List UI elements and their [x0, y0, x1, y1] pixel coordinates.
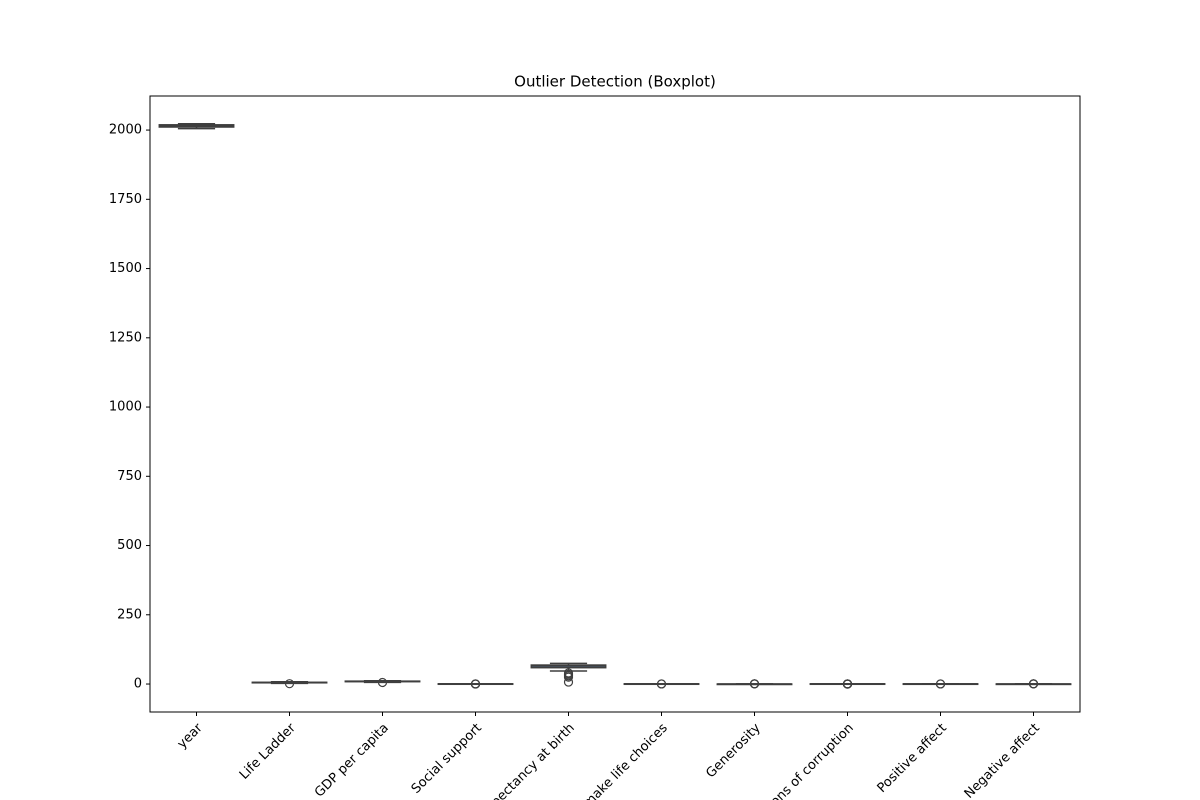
- flier: [749, 679, 760, 689]
- y-tick-label: 2000: [109, 123, 142, 138]
- y-tick-label: 1750: [109, 192, 142, 207]
- flier: [563, 677, 574, 687]
- flier: [935, 679, 946, 689]
- x-tick-label: Social support: [409, 721, 485, 797]
- flier: [470, 679, 481, 689]
- flier: [563, 672, 574, 682]
- y-tick-label: 500: [117, 538, 142, 553]
- y-tick-label: 1250: [109, 330, 142, 345]
- x-tick-label: Positive affect: [875, 721, 950, 796]
- x-tick-label: Generosity: [703, 720, 764, 781]
- flier: [284, 679, 295, 689]
- y-tick-label: 1000: [109, 400, 142, 415]
- flier: [377, 677, 388, 688]
- flier: [656, 679, 667, 689]
- x-tick-label: year: [175, 720, 207, 752]
- chart-title: Outlier Detection (Boxplot): [514, 73, 716, 91]
- y-tick-label: 0: [134, 677, 142, 692]
- flier: [1028, 679, 1039, 689]
- y-tick-label: 250: [117, 607, 142, 622]
- x-tick-label: Negative affect: [962, 721, 1043, 800]
- y-tick-label: 1500: [109, 261, 142, 276]
- y-tick-label: 750: [117, 469, 142, 484]
- flier: [842, 679, 853, 689]
- plot-frame: [149, 95, 1081, 713]
- x-tick-label: GDP per capita: [312, 721, 392, 800]
- x-tick-label: Life Ladder: [237, 720, 299, 782]
